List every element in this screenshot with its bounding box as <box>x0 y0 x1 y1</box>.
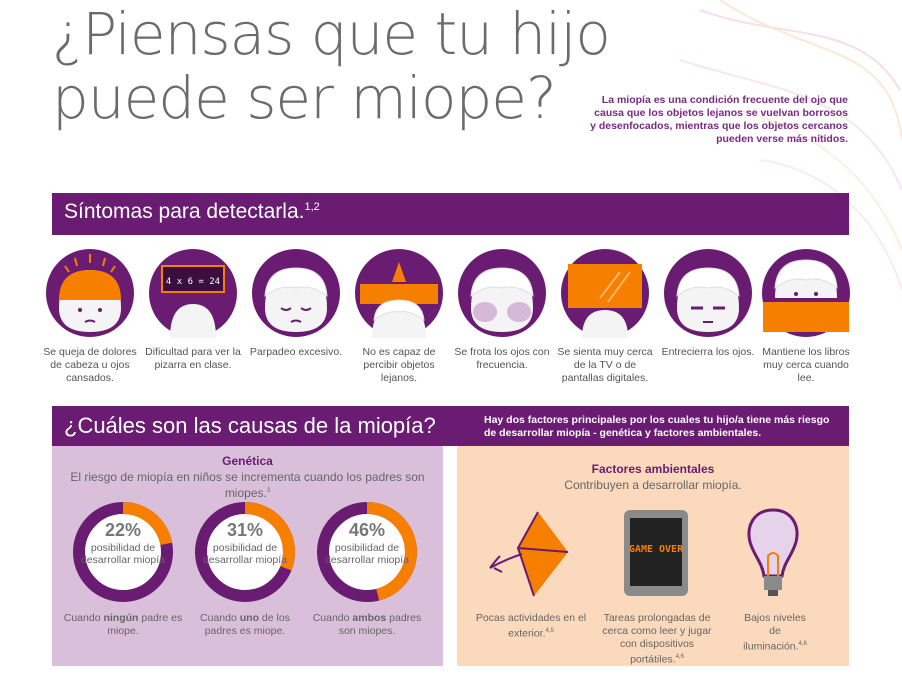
caption-sup: 4,5 <box>545 628 554 634</box>
causes-header: ¿Cuáles son las causas de la miopía? Hay… <box>52 406 849 446</box>
donut-chart <box>73 502 173 602</box>
environment-caption: Tareas prolongadas de cerca como leer y … <box>602 612 712 666</box>
symptom-label: Parpadeo excesivo. <box>249 346 343 358</box>
environment-subtitle: Contribuyen a desarrollar miopía. <box>564 478 742 492</box>
symptom-label: No es capaz de percibir objetos lejanos. <box>362 346 436 384</box>
symptom-label: Dificultad para ver la pizarra en clase. <box>145 346 241 371</box>
symptoms-header: Síntomas para detectarla.1,2 <box>52 193 849 235</box>
symptom-item: Se sienta muy cerca de la TV o de pantal… <box>555 248 655 385</box>
title-line-2: puede ser miope? <box>52 64 557 132</box>
genetics-subtitle: El riesgo de miopía en niños se incremen… <box>70 470 425 500</box>
donut-chart <box>317 502 417 602</box>
symptom-label: Se sienta muy cerca de la TV o de pantal… <box>557 346 653 384</box>
tablet-game-icon: GAME OVER <box>624 510 688 596</box>
causes-heading: ¿Cuáles son las causas de la miopía? <box>64 413 436 438</box>
environment-title: Factores ambientales <box>591 462 715 476</box>
book-close-child-icon <box>762 249 850 337</box>
board-text: 4 x 6 = 24 <box>166 277 220 287</box>
donut-chart <box>195 502 295 602</box>
symptom-item: Parpadeo excesivo. <box>246 248 346 359</box>
stat-label: posibilidad de desarrollar miopía <box>80 542 166 566</box>
chalkboard-icon: 4 x 6 = 24 <box>149 249 237 338</box>
stat-label: posibilidad de desarrollar miopía <box>202 542 288 566</box>
environment-caption: Pocas actividades en el exterior.4,5 <box>475 612 587 640</box>
caption-sup: 4,6 <box>675 654 684 660</box>
environment-caption: Bajos niveles de iluminación.4,6 <box>743 612 807 653</box>
stat-ring: 22% posibilidad de desarrollar miopía <box>68 500 178 604</box>
symptoms-heading: Síntomas para detectarla.1,2 <box>64 200 320 223</box>
symptom-label: Mantiene los libros muy cerca cuando lee… <box>762 346 850 384</box>
symptom-item: Se queja de dolores de cabeza u ojos can… <box>40 248 140 385</box>
stat-percent: 31% <box>226 520 264 540</box>
intro-text: La miopía es una condición frecuente del… <box>590 94 848 145</box>
caption-bold: uno <box>239 612 259 624</box>
causes-note: Hay dos factores principales por los cua… <box>484 414 830 439</box>
symptom-label: Se frota los ojos con frecuencia. <box>454 346 550 371</box>
stat-percent: 22% <box>104 520 142 540</box>
symptom-item: Entrecierra los ojos. <box>658 248 758 359</box>
rubbing-eyes-child-icon <box>458 249 546 337</box>
blinking-child-icon <box>252 249 340 337</box>
tv-screen-icon <box>561 249 649 338</box>
ring-arc <box>317 502 417 602</box>
light-bulb-icon <box>747 508 799 596</box>
genetics-title: Genética <box>222 454 273 468</box>
symptom-label: Se queja de dolores de cabeza u ojos can… <box>43 346 137 384</box>
ring-arc <box>73 502 173 602</box>
game-over-text: GAME OVER <box>629 544 684 555</box>
distant-objects-child-icon <box>355 249 443 338</box>
genetics-subtitle-sup: 3 <box>266 488 271 494</box>
stat-caption: Cuando ambos padres son miopes. <box>312 612 422 637</box>
symptoms-heading-sup: 1,2 <box>304 201 320 213</box>
caption-bold: ningún <box>103 612 139 624</box>
stat-percent: 46% <box>348 520 386 540</box>
stat-caption: Cuando uno de los padres es miope. <box>200 612 290 637</box>
headache-child-icon <box>46 249 134 337</box>
page-title: ¿Piensas que tu hijo puede ser miope? <box>52 2 612 130</box>
title-line-1: ¿Piensas que tu hijo <box>52 0 611 68</box>
ring-arc <box>195 502 295 602</box>
stat-caption: Cuando ningún padre es miope. <box>63 612 183 637</box>
squinting-child-icon <box>664 249 752 337</box>
symptom-label: Entrecierra los ojos. <box>661 346 755 358</box>
stat-label: posibilidad de desarrollar miopía <box>324 542 410 566</box>
symptom-item: No es capaz de percibir objetos lejanos. <box>349 248 449 385</box>
symptom-item: Mantiene los libros muy cerca cuando lee… <box>756 248 856 385</box>
caption-sup: 4,6 <box>798 641 807 647</box>
symptom-item: 4 x 6 = 24 Dificultad para ver la pizarr… <box>143 248 243 372</box>
stat-ring: 46% posibilidad de desarrollar miopía <box>312 500 422 604</box>
symptom-item: Se frota los ojos con frecuencia. <box>452 248 552 372</box>
kite-icon <box>489 511 569 597</box>
stat-ring: 31% posibilidad de desarrollar miopía <box>190 500 300 604</box>
caption-bold: ambos <box>352 612 387 624</box>
